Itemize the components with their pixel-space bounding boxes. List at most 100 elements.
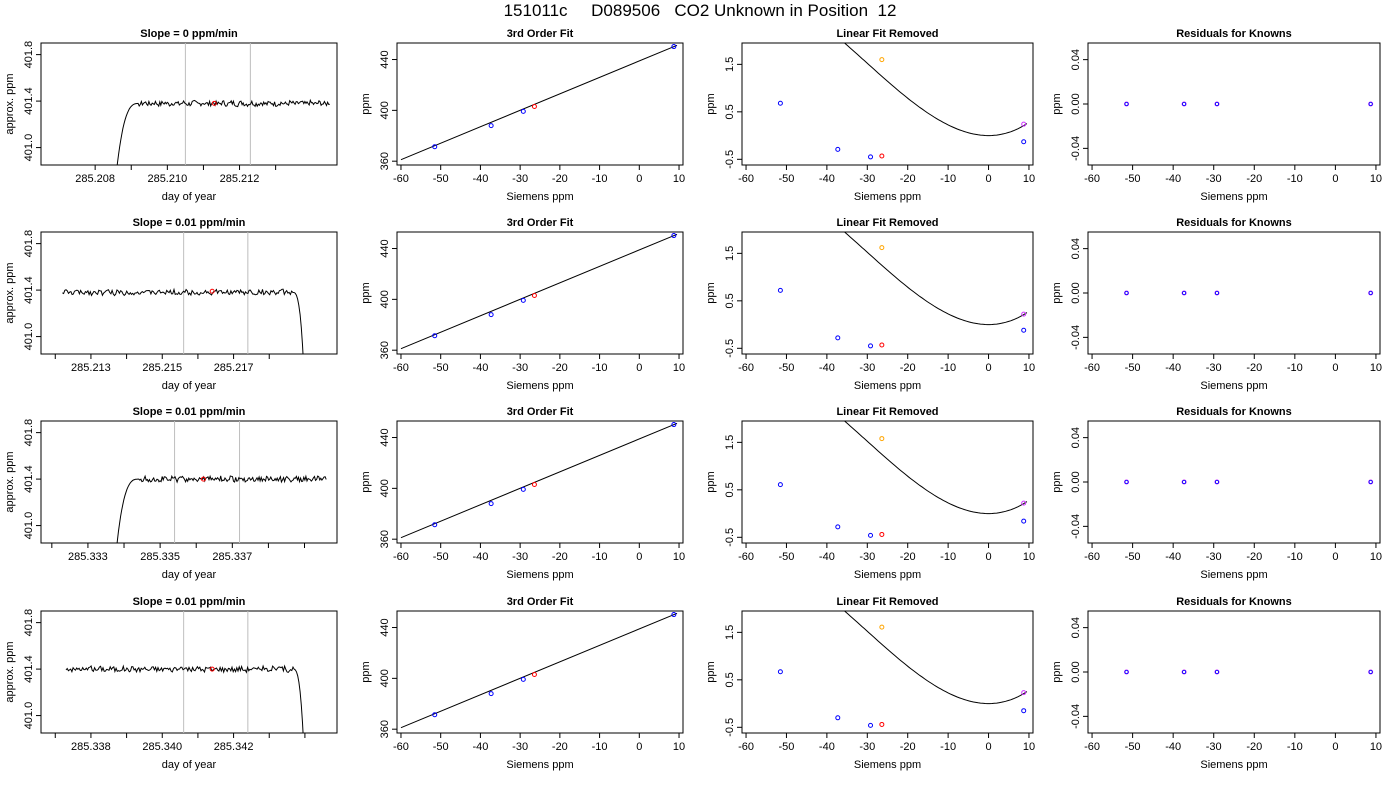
x-tick-label: -20 xyxy=(552,173,568,185)
plot-frame xyxy=(396,231,684,355)
known-point-marker-inner xyxy=(1124,102,1129,107)
known-point-marker-inner xyxy=(1182,102,1187,107)
known-point-marker-inner xyxy=(1182,290,1187,295)
known-point-marker xyxy=(835,524,841,530)
x-tick-label: 285.338 xyxy=(71,741,111,753)
plot-data xyxy=(65,611,304,733)
x-tick-label: -10 xyxy=(1287,362,1303,374)
x-axis-label: Siemens ppm xyxy=(854,759,921,771)
chart-panel: 3rd Order Fit -60 -50 -40 -30 -20 -10 0 10 360 400… xyxy=(360,217,685,392)
ppm-trace-line xyxy=(116,474,327,543)
unknown-point-marker xyxy=(209,288,215,294)
y-tick-label: 440 xyxy=(379,239,391,257)
known-point-marker xyxy=(835,146,841,152)
y-tick-label: 401.8 xyxy=(23,419,35,447)
x-tick-label: -20 xyxy=(1246,362,1262,374)
plot-frame xyxy=(741,610,1034,734)
y-tick-label: 400 xyxy=(379,101,391,119)
chart-title: Linear Fit Removed xyxy=(836,217,938,229)
magenta-point-marker xyxy=(1021,121,1027,127)
known-point-marker xyxy=(671,233,677,239)
x-tick-label: -20 xyxy=(552,551,568,563)
x-tick-label: -60 xyxy=(738,741,754,753)
plot-frame xyxy=(396,420,684,544)
orange-point-marker xyxy=(879,624,885,630)
x-tick-label: -50 xyxy=(1125,551,1141,563)
y-tick-label: -0.5 xyxy=(724,339,736,358)
known-point-marker xyxy=(432,712,438,718)
y-axis-label: approx. ppm xyxy=(4,73,16,134)
y-axis-label: ppm xyxy=(705,661,717,682)
y-axis-label: ppm xyxy=(705,471,717,492)
x-tick-label: -30 xyxy=(512,173,528,185)
ppm-trace-line xyxy=(65,664,304,733)
known-point-marker-inner xyxy=(1124,670,1129,675)
x-tick-label: -60 xyxy=(393,741,409,753)
x-axis-label: Siemens ppm xyxy=(1200,759,1267,771)
x-tick-label: -40 xyxy=(1165,741,1181,753)
chart-title: Residuals for Knowns xyxy=(1176,406,1292,418)
known-point-marker xyxy=(777,100,783,106)
orange-point-marker xyxy=(879,436,885,442)
plot-data xyxy=(116,43,330,165)
x-axis-label: Siemens ppm xyxy=(506,191,573,203)
chart-title: Slope = 0.01 ppm/min xyxy=(133,406,246,418)
known-point-marker xyxy=(432,144,438,150)
y-tick-label: 0.04 xyxy=(1070,617,1082,638)
known-point-marker xyxy=(777,669,783,675)
x-axis-label: day of year xyxy=(162,569,217,581)
x-tick-label: -60 xyxy=(1084,741,1100,753)
y-tick-label: 0.00 xyxy=(1070,471,1082,492)
x-tick-label: -30 xyxy=(512,551,528,563)
x-tick-label: -30 xyxy=(1206,173,1222,185)
y-tick-label: 400 xyxy=(379,479,391,497)
known-point-marker-inner xyxy=(1368,670,1373,675)
y-axis-label: approx. ppm xyxy=(4,451,16,512)
y-axis-label: ppm xyxy=(705,282,717,303)
y-tick-label: 0.04 xyxy=(1070,238,1082,259)
chart-panel: Linear Fit Removed -60 -50 -40 -30 -20 -10 0 10 -… xyxy=(705,406,1035,581)
x-tick-label: -50 xyxy=(779,741,795,753)
known-point-marker xyxy=(520,297,526,303)
x-tick-label: -10 xyxy=(1287,741,1303,753)
plot-frame xyxy=(40,42,338,166)
unknown-point-marker xyxy=(879,153,885,159)
y-tick-label: 401.0 xyxy=(23,702,35,730)
x-tick-label: -60 xyxy=(738,551,754,563)
x-tick-label: -50 xyxy=(433,173,449,185)
y-axis-label: ppm xyxy=(360,661,372,682)
known-point-marker xyxy=(520,676,526,682)
chart-title: 3rd Order Fit xyxy=(507,406,574,418)
known-point-marker-inner xyxy=(1124,290,1129,295)
chart-title: Slope = 0 ppm/min xyxy=(140,28,238,40)
y-tick-label: 401.8 xyxy=(23,41,35,69)
chart-title: Linear Fit Removed xyxy=(836,28,938,40)
x-tick-label: -30 xyxy=(859,741,875,753)
chart-title: Slope = 0.01 ppm/min xyxy=(133,217,246,229)
x-tick-label: 0 xyxy=(1332,741,1338,753)
y-tick-label: 401.0 xyxy=(23,512,35,540)
known-point-marker xyxy=(835,715,841,721)
chart-panel: Residuals for Knowns -60 -50 -40 -30 -20 -10 0 1… xyxy=(1051,217,1382,392)
y-tick-label: 400 xyxy=(379,669,391,687)
x-tick-label: 10 xyxy=(673,362,685,374)
x-tick-label: 0 xyxy=(985,173,991,185)
y-axis-label: ppm xyxy=(360,93,372,114)
x-tick-label: 0 xyxy=(985,362,991,374)
x-tick-label: -10 xyxy=(1287,551,1303,563)
x-tick-label: 0 xyxy=(985,741,991,753)
x-tick-label: 0 xyxy=(1332,173,1338,185)
x-tick-label: 0 xyxy=(636,173,642,185)
x-tick-label: -60 xyxy=(393,362,409,374)
x-tick-label: -50 xyxy=(1125,362,1141,374)
x-tick-label: -20 xyxy=(1246,173,1262,185)
known-point-marker xyxy=(488,123,494,129)
cubic-fit-curve xyxy=(843,421,1028,515)
y-axis-label: approx. ppm xyxy=(4,641,16,702)
x-tick-label: -20 xyxy=(900,362,916,374)
x-tick-label: -40 xyxy=(819,362,835,374)
y-tick-label: 360 xyxy=(379,530,391,548)
y-tick-label: -0.04 xyxy=(1070,514,1082,539)
known-point-marker-inner xyxy=(1182,479,1187,484)
